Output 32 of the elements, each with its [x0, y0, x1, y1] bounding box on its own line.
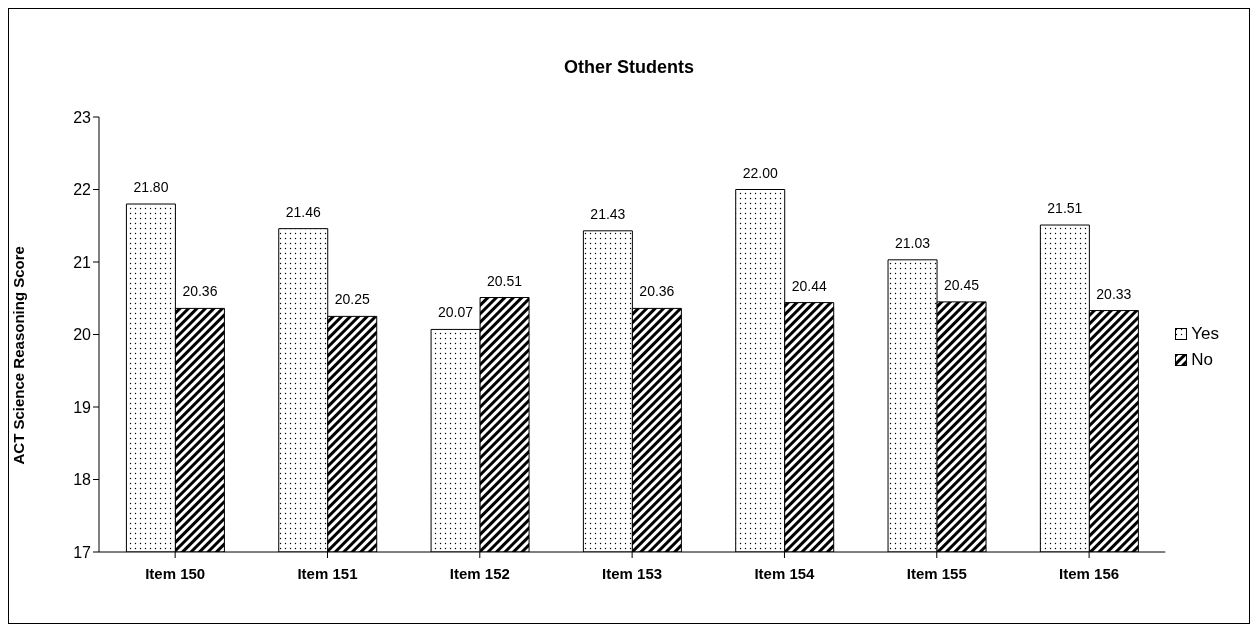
- x-tick-label: Item 152: [449, 564, 510, 582]
- y-tick-label: 20: [73, 326, 92, 344]
- legend-label: No: [1191, 349, 1213, 370]
- y-tick-label: 18: [73, 471, 92, 489]
- y-tick-label: 22: [73, 181, 92, 199]
- y-tick-label: 21: [73, 253, 92, 271]
- legend-label: Yes: [1191, 323, 1219, 344]
- x-tick-label: Item 154: [754, 564, 816, 582]
- data-label: 20.07: [438, 304, 474, 321]
- data-label: 20.25: [334, 291, 370, 308]
- x-tick-label: Item 156: [1059, 564, 1120, 582]
- data-label: 20.36: [182, 283, 218, 300]
- data-label: 21.03: [895, 234, 931, 251]
- data-label: 20.36: [639, 283, 675, 300]
- data-label: 20.33: [1096, 285, 1132, 302]
- x-tick-label: Item 151: [297, 564, 358, 582]
- y-tick-label: 23: [73, 108, 92, 126]
- data-label: 21.80: [133, 179, 169, 195]
- x-tick-label: Item 153: [602, 564, 663, 582]
- y-tick-label: 19: [73, 398, 92, 416]
- y-tick-label: 17: [73, 543, 92, 561]
- data-label: 21.43: [590, 205, 626, 222]
- data-label: 20.44: [791, 277, 827, 294]
- data-label: 21.51: [1047, 200, 1083, 217]
- x-tick-label: Item 150: [145, 564, 206, 582]
- data-label: 21.46: [285, 203, 321, 220]
- data-label: 20.51: [487, 272, 523, 289]
- data-label: 22.00: [742, 164, 778, 181]
- y-axis-title: ACT Science Reasoning Score: [10, 246, 28, 465]
- x-tick-label: Item 155: [906, 564, 967, 582]
- data-label: 20.45: [944, 276, 980, 293]
- chart-title: Other Students: [563, 57, 695, 78]
